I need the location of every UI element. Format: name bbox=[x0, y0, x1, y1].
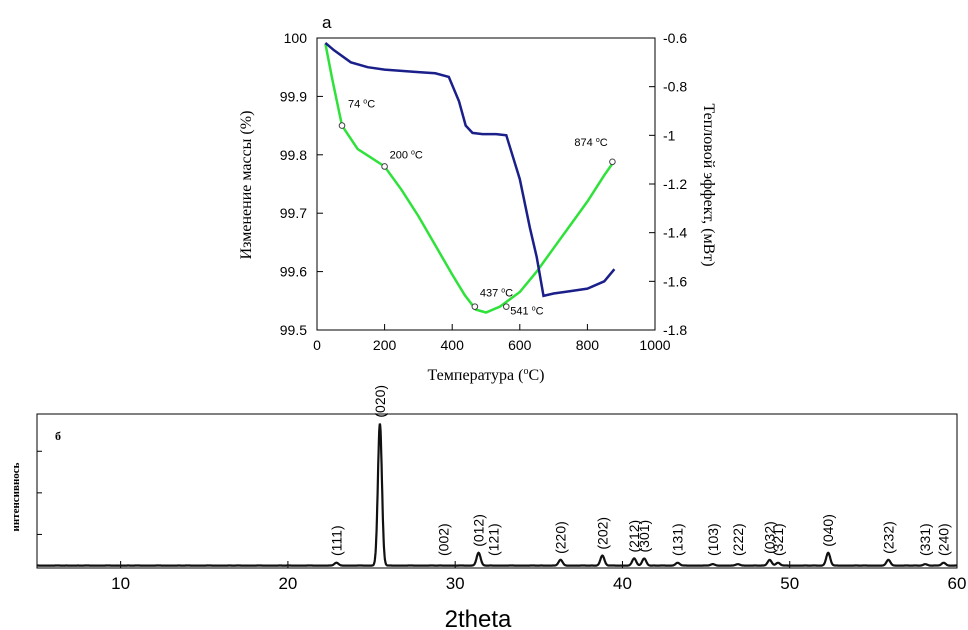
x-tick-label: 400 bbox=[441, 337, 465, 353]
peak-label: (232) bbox=[880, 521, 896, 554]
x-tick-label: 60 bbox=[948, 574, 967, 593]
panel-a-frame bbox=[316, 37, 656, 331]
y2-tick-label: -1.4 bbox=[663, 225, 687, 241]
y2-tick-label: -1.6 bbox=[663, 273, 687, 289]
annotation-marker bbox=[502, 303, 510, 310]
y-tick-label: 99.6 bbox=[280, 264, 307, 280]
mass-change-line bbox=[324, 43, 614, 314]
x-tick-label: 50 bbox=[780, 574, 799, 593]
annotation-label: 74 oC bbox=[348, 99, 375, 111]
annotation-marker bbox=[471, 303, 479, 310]
x-tick-label: 0 bbox=[313, 337, 321, 353]
peak-label: (321) bbox=[770, 523, 786, 556]
y-tick-label: 99.5 bbox=[280, 322, 307, 338]
panel-b: б интенсивнось 10 20 30 40 50 60 (111) (020) (0… bbox=[10, 385, 966, 630]
peak-label: (331) bbox=[917, 523, 933, 556]
y2-tick-label: -0.6 bbox=[663, 30, 687, 46]
peak-label: (040) bbox=[820, 514, 836, 547]
panel-a-x-ticks: 0 200 400 600 800 1000 bbox=[313, 324, 671, 353]
panel-a-label: a bbox=[322, 13, 332, 32]
x-tick-label: 20 bbox=[278, 574, 297, 593]
y2-tick-label: -0.8 bbox=[663, 79, 687, 95]
peak-label: (020) bbox=[372, 385, 388, 418]
panel-a-x-axis-label: Температура (oC) bbox=[428, 366, 545, 384]
peak-label: (012) bbox=[471, 514, 487, 547]
panel-a-y-ticks: 99.5 99.6 99.7 99.8 99.9 100 bbox=[280, 30, 323, 338]
x-tick-label: 1000 bbox=[639, 337, 670, 353]
peak-label: (202) bbox=[594, 517, 610, 550]
x-tick-label: 800 bbox=[576, 337, 600, 353]
panel-b-peak-labels: (111) (020) (002) (012) (121) (220) (202) (212)… bbox=[328, 385, 951, 556]
annotation-marker bbox=[338, 122, 346, 129]
peak-label: (002) bbox=[436, 523, 452, 556]
peak-label: (212) bbox=[626, 520, 642, 553]
annotation-label: 200 oC bbox=[390, 149, 423, 161]
peak-label: (103) bbox=[705, 523, 721, 556]
heat-flow-line bbox=[324, 41, 616, 298]
annotation-marker bbox=[381, 163, 388, 170]
annotation-label: 541 oC bbox=[510, 306, 543, 318]
panel-a: a 0 200 400 600 800 1000 99.5 99.6 99.7 99.8 99.9… bbox=[238, 13, 717, 384]
y2-tick-label: -1.2 bbox=[663, 176, 687, 192]
x-tick-label: 40 bbox=[613, 574, 632, 593]
x-tick-label: 30 bbox=[446, 574, 465, 593]
y2-tick-label: -1.8 bbox=[663, 322, 687, 338]
panel-a-y-axis-label: Изменение массы (%) bbox=[238, 111, 255, 260]
peak-label: (111) bbox=[328, 525, 344, 556]
annotation-marker bbox=[609, 158, 616, 166]
y2-tick-label: -1 bbox=[663, 127, 676, 143]
y-tick-label: 99.9 bbox=[280, 88, 307, 104]
peak-label: (121) bbox=[486, 523, 502, 556]
panel-b-y-axis-label: интенсивнось bbox=[10, 462, 22, 531]
peak-label: (301) bbox=[636, 520, 652, 553]
peak-label: (220) bbox=[553, 521, 569, 554]
annotation-label: 874 oC bbox=[574, 137, 607, 149]
panel-a-annotations: 74 oC 200 oC 437 oC 541 oC 874 oC bbox=[338, 99, 616, 318]
panel-a-y2-ticks: -1.8 -1.6 -1.4 -1.2 -1 -0.8 -0.6 bbox=[649, 30, 687, 338]
y-tick-label: 99.7 bbox=[280, 205, 307, 221]
peak-label: (131) bbox=[670, 523, 686, 556]
y-tick-label: 99.8 bbox=[280, 147, 307, 163]
panel-b-x-axis-label: 2theta bbox=[445, 606, 512, 630]
annotation-label: 437 oC bbox=[480, 288, 513, 300]
panel-b-y-ticks bbox=[37, 450, 42, 535]
y-tick-label: 100 bbox=[284, 30, 308, 46]
panel-b-x-ticks: 10 20 30 40 50 60 bbox=[111, 561, 966, 593]
peak-label: (032) bbox=[762, 521, 778, 554]
peak-label: (222) bbox=[730, 523, 746, 556]
panel-b-label: б bbox=[55, 429, 61, 443]
panel-b-frame bbox=[36, 413, 958, 569]
x-tick-label: 200 bbox=[373, 337, 397, 353]
panel-a-y2-axis-label: Тепловой эффект, (мВт) bbox=[700, 103, 717, 266]
xrd-pattern-line bbox=[37, 423, 957, 567]
x-tick-label: 10 bbox=[111, 574, 130, 593]
peak-label: (240) bbox=[936, 523, 952, 556]
x-tick-label: 600 bbox=[508, 337, 532, 353]
